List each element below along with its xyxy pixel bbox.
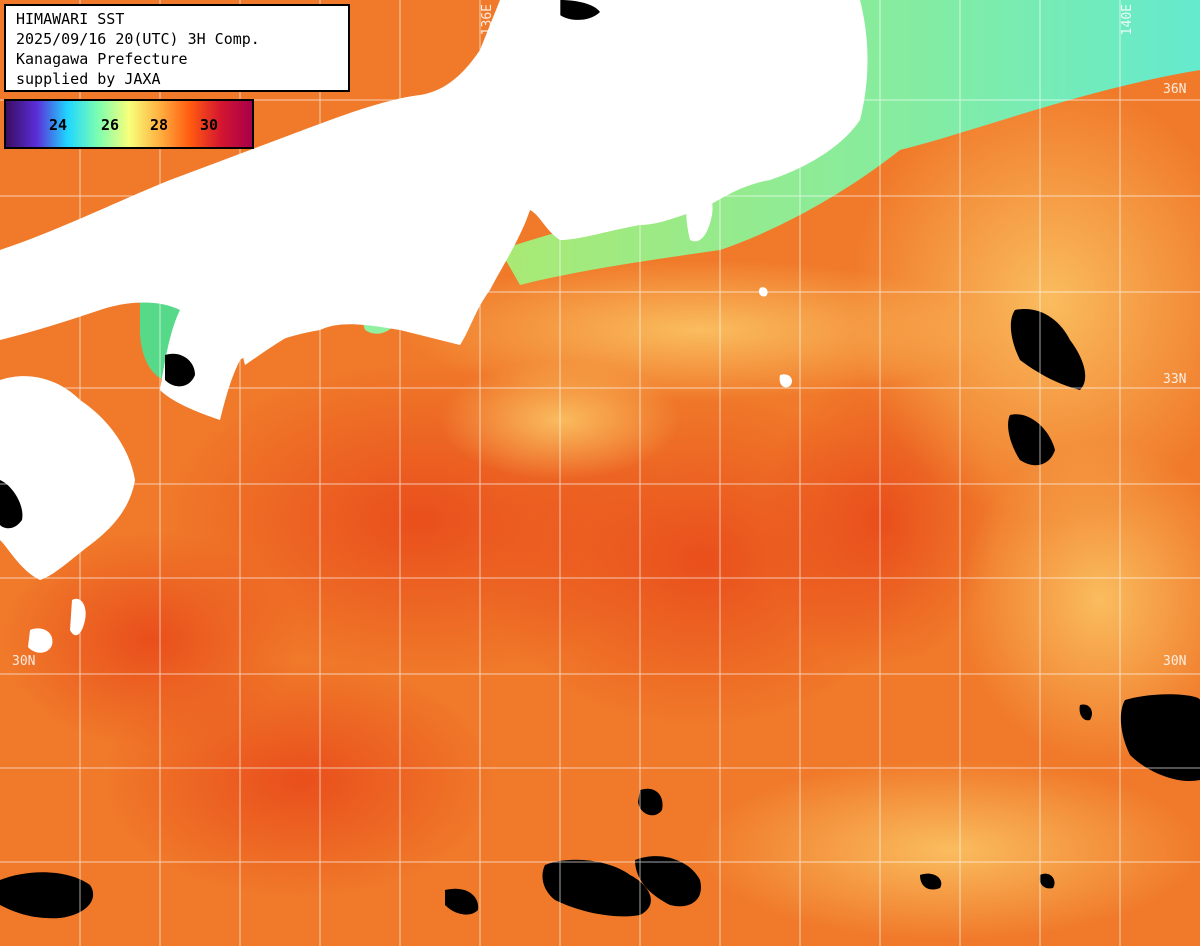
colorbar-tick-26: 26 (100, 116, 120, 134)
cloud-patch (638, 788, 663, 816)
cloud-mask (0, 0, 1200, 919)
info-source: supplied by JAXA (16, 70, 161, 88)
cloud-patch (1008, 414, 1055, 466)
info-box: HIMAWARI SST 2025/09/16 20(UTC) 3H Comp.… (4, 4, 350, 92)
lon-label-140e: 140E (1120, 4, 1135, 36)
lat-label-33n: 33N (1163, 372, 1187, 387)
cloud-patch (560, 0, 600, 20)
land-island (779, 374, 792, 388)
cloud-patch (1120, 694, 1200, 781)
colorbar-tick-24: 24 (48, 116, 68, 134)
sea-mild-patch (700, 760, 1200, 940)
cloud-patch (445, 888, 479, 915)
lat-label-30n-left: 30N (12, 654, 36, 669)
lat-label-30n-right: 30N (1163, 654, 1187, 669)
land-island (28, 628, 53, 653)
cloud-patch (165, 353, 195, 387)
lat-label-36n: 36N (1163, 82, 1187, 97)
info-region: Kanagawa Prefecture (16, 50, 188, 68)
land-shikoku (239, 240, 383, 365)
colorbar-tick-30: 30 (199, 116, 219, 134)
cloud-patch (542, 859, 651, 917)
info-title: HIMAWARI SST (16, 10, 125, 28)
lon-label-136e: 136E (480, 4, 495, 36)
land (0, 0, 868, 653)
cloud-patch (0, 480, 23, 529)
land-honshu (0, 0, 868, 420)
land-kyushu (0, 376, 135, 580)
info-datetime: 2025/09/16 20(UTC) 3H Comp. (16, 30, 260, 48)
land-island (70, 598, 86, 636)
land-izu (686, 184, 713, 242)
cloud-patch (1010, 309, 1086, 390)
cloud-patch (635, 856, 701, 907)
cloud-patch (0, 872, 94, 919)
sea-hot-patch (0, 530, 300, 750)
sea-mild-patch (850, 80, 1200, 520)
sea-mild-patch (960, 440, 1200, 760)
cloud-patch (1079, 704, 1092, 721)
land-awaji (380, 234, 399, 266)
cloud-patch (1039, 873, 1055, 889)
colorbar-tick-28: 28 (149, 116, 169, 134)
cloud-patch (920, 873, 942, 890)
temperature-colorbar: 24 26 28 30 (4, 99, 254, 149)
